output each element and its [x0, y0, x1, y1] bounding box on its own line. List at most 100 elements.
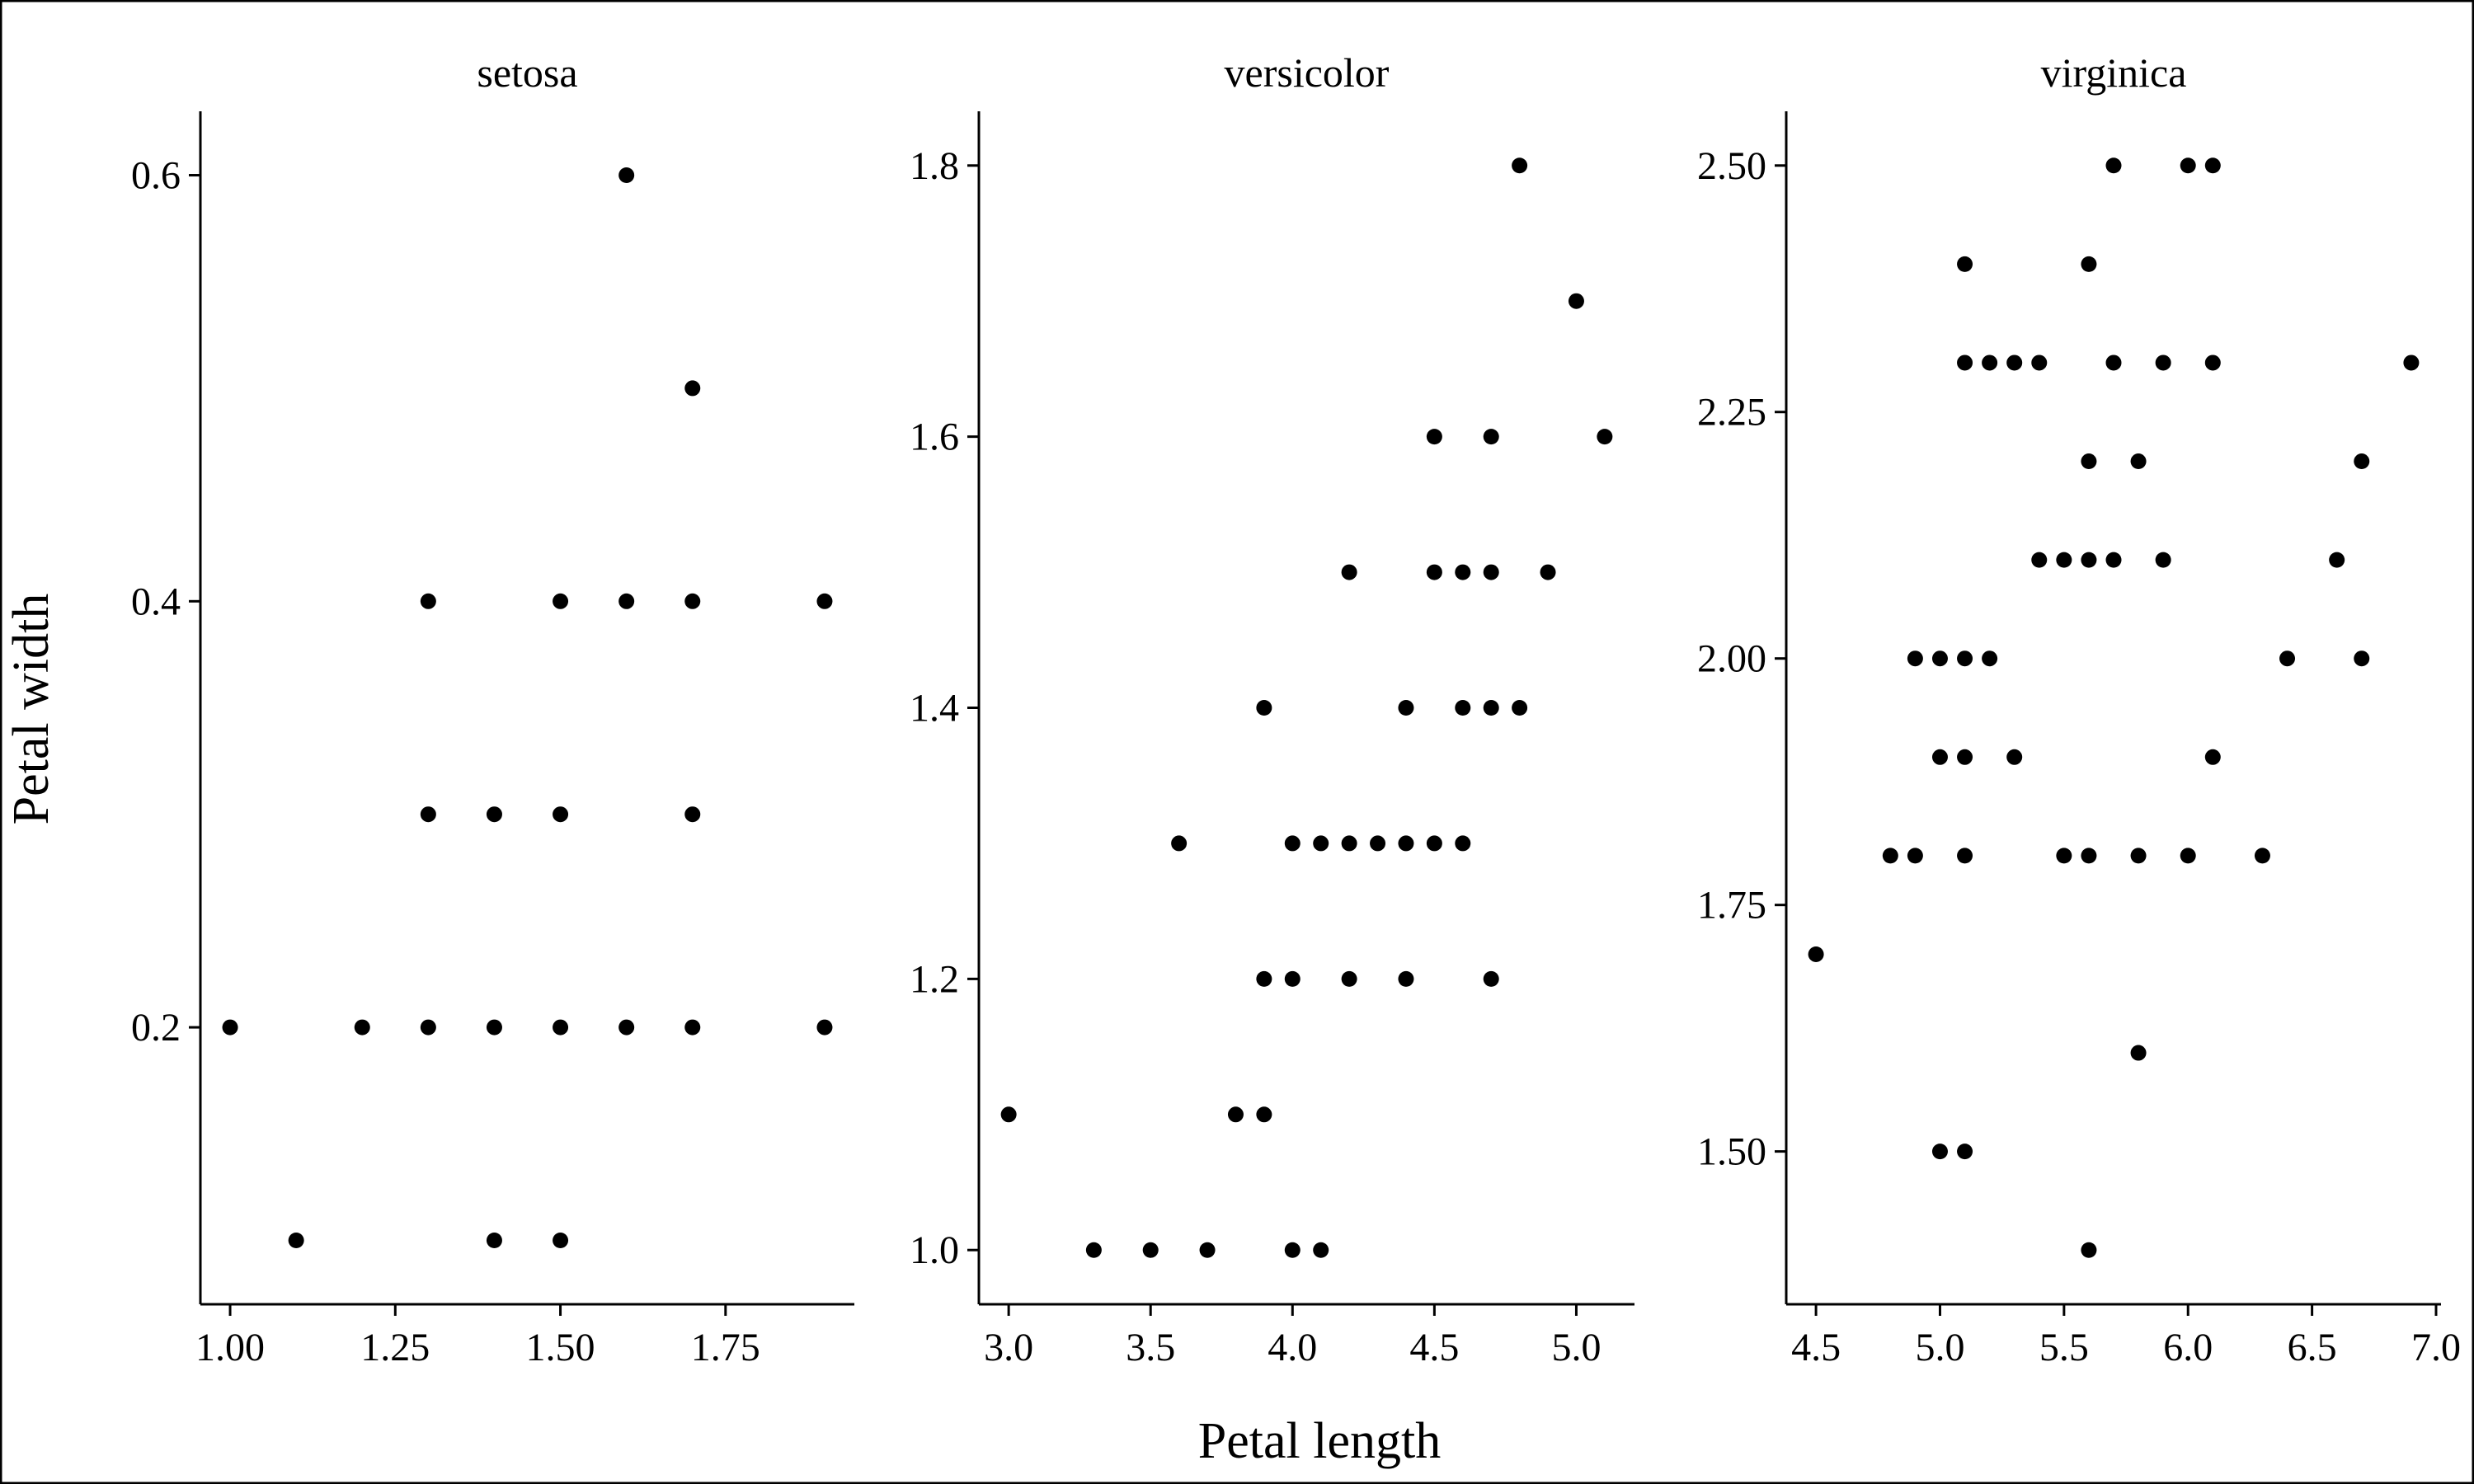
data-point-virginica: [2180, 848, 2196, 864]
data-point-versicolor: [1568, 293, 1584, 309]
data-point-virginica: [1808, 946, 1824, 962]
data-point-versicolor: [1398, 835, 1414, 852]
data-point-versicolor: [1370, 835, 1386, 852]
data-point-virginica: [2180, 157, 2196, 174]
panel-versicolor: versicolor 3.0 3.5 4.0 4.5 5.0 1.0 1.2 1.4 1.6 1.8: [910, 49, 1634, 1369]
data-point-virginica: [1957, 749, 1973, 765]
data-point-setosa: [684, 806, 701, 823]
data-point-virginica: [2155, 355, 2171, 371]
x-tick-label-virginica: 7.0: [2411, 1326, 2461, 1369]
y-tick-label-virginica: 1.50: [1697, 1130, 1766, 1174]
y-tick-label-versicolor: 1.4: [910, 687, 959, 730]
data-point-virginica: [1931, 650, 1948, 667]
x-tick-label-versicolor: 5.0: [1551, 1326, 1601, 1369]
data-point-setosa: [684, 380, 701, 397]
data-point-virginica: [2403, 355, 2420, 371]
data-point-versicolor: [1426, 835, 1442, 852]
x-tick-label-setosa: 1.25: [360, 1326, 430, 1369]
data-point-versicolor: [1199, 1242, 1216, 1258]
data-point-versicolor: [1512, 700, 1528, 716]
data-point-virginica: [1957, 256, 1973, 272]
x-tick-label-setosa: 1.50: [526, 1326, 595, 1369]
panel-setosa: setosa 1.00 1.25 1.50 1.75 0.2 0.4 0.6: [131, 49, 854, 1369]
data-point-versicolor: [1341, 835, 1357, 852]
y-tick-label-versicolor: 1.2: [910, 957, 959, 1001]
y-tick-label-setosa: 0.2: [131, 1006, 181, 1050]
data-point-setosa: [420, 1019, 436, 1036]
data-point-versicolor: [1227, 1106, 1244, 1123]
data-point-setosa: [354, 1019, 370, 1036]
panel-virginica: virginica 4.5 5.0 5.5 6.0 6.5 7.0 1.50 1.75 2.00 2…: [1697, 49, 2461, 1369]
data-point-virginica: [2006, 355, 2023, 371]
y-tick-label-virginica: 2.00: [1697, 637, 1766, 681]
facet-title-setosa: setosa: [477, 49, 577, 96]
data-point-versicolor: [1171, 835, 1188, 852]
data-point-versicolor: [1313, 1242, 1329, 1258]
data-point-virginica: [2130, 848, 2147, 864]
y-tick-label-versicolor: 1.6: [910, 416, 959, 459]
data-point-versicolor: [1483, 564, 1499, 580]
data-point-virginica: [2329, 552, 2345, 568]
x-tick-label-virginica: 5.5: [2039, 1326, 2089, 1369]
x-tick-label-virginica: 6.5: [2288, 1326, 2337, 1369]
data-point-versicolor: [1455, 564, 1471, 580]
data-point-versicolor: [1313, 835, 1329, 852]
data-point-versicolor: [1398, 700, 1414, 716]
data-point-versicolor: [1341, 970, 1357, 987]
data-point-versicolor: [1398, 970, 1414, 987]
data-point-versicolor: [1512, 157, 1528, 174]
data-point-virginica: [2081, 256, 2097, 272]
data-point-virginica: [1931, 1144, 1948, 1160]
data-point-virginica: [2155, 552, 2171, 568]
data-point-virginica: [2081, 552, 2097, 568]
data-point-virginica: [2130, 1045, 2147, 1061]
x-axis-title: Petal length: [1198, 1413, 1441, 1469]
data-point-virginica: [1982, 650, 1998, 667]
data-point-virginica: [1907, 848, 1923, 864]
data-point-versicolor: [1284, 835, 1300, 852]
data-point-versicolor: [1284, 1242, 1300, 1258]
data-point-versicolor: [1256, 970, 1272, 987]
y-axis-title: Petal width: [3, 594, 59, 825]
data-point-setosa: [486, 1232, 502, 1248]
data-point-setosa: [816, 1019, 833, 1036]
data-point-setosa: [684, 593, 701, 609]
data-point-versicolor: [1426, 429, 1442, 445]
data-point-versicolor: [1284, 970, 1300, 987]
data-point-setosa: [420, 806, 436, 823]
data-point-setosa: [684, 1019, 701, 1036]
data-point-versicolor: [1483, 970, 1499, 987]
facet-panels: setosa 1.00 1.25 1.50 1.75 0.2 0.4 0.6 versicolo…: [131, 49, 2461, 1369]
data-point-versicolor: [1085, 1242, 1102, 1258]
y-tick-label-setosa: 0.4: [131, 580, 181, 623]
data-point-versicolor: [1256, 700, 1272, 716]
data-point-versicolor: [1597, 429, 1613, 445]
x-tick-label-versicolor: 4.0: [1268, 1326, 1317, 1369]
data-point-virginica: [2056, 552, 2072, 568]
data-point-virginica: [1957, 848, 1973, 864]
data-point-versicolor: [1256, 1106, 1272, 1123]
y-tick-label-virginica: 2.25: [1697, 391, 1766, 434]
data-point-setosa: [816, 593, 833, 609]
data-point-setosa: [420, 593, 436, 609]
data-point-virginica: [1907, 650, 1923, 667]
data-point-setosa: [553, 1019, 569, 1036]
data-point-virginica: [2204, 157, 2221, 174]
x-tick-label-versicolor: 3.0: [984, 1326, 1033, 1369]
x-tick-label-versicolor: 3.5: [1126, 1326, 1175, 1369]
data-point-setosa: [553, 806, 569, 823]
data-point-setosa: [553, 1232, 569, 1248]
data-point-versicolor: [1483, 429, 1499, 445]
data-point-virginica: [1931, 749, 1948, 765]
data-point-setosa: [486, 806, 502, 823]
data-point-virginica: [2081, 848, 2097, 864]
x-tick-label-virginica: 4.5: [1791, 1326, 1841, 1369]
data-point-virginica: [2056, 848, 2072, 864]
data-point-virginica: [2105, 157, 2122, 174]
data-point-setosa: [486, 1019, 502, 1036]
data-point-setosa: [618, 1019, 635, 1036]
data-point-virginica: [2130, 453, 2147, 470]
data-point-versicolor: [1483, 700, 1499, 716]
data-point-versicolor: [1000, 1106, 1017, 1123]
